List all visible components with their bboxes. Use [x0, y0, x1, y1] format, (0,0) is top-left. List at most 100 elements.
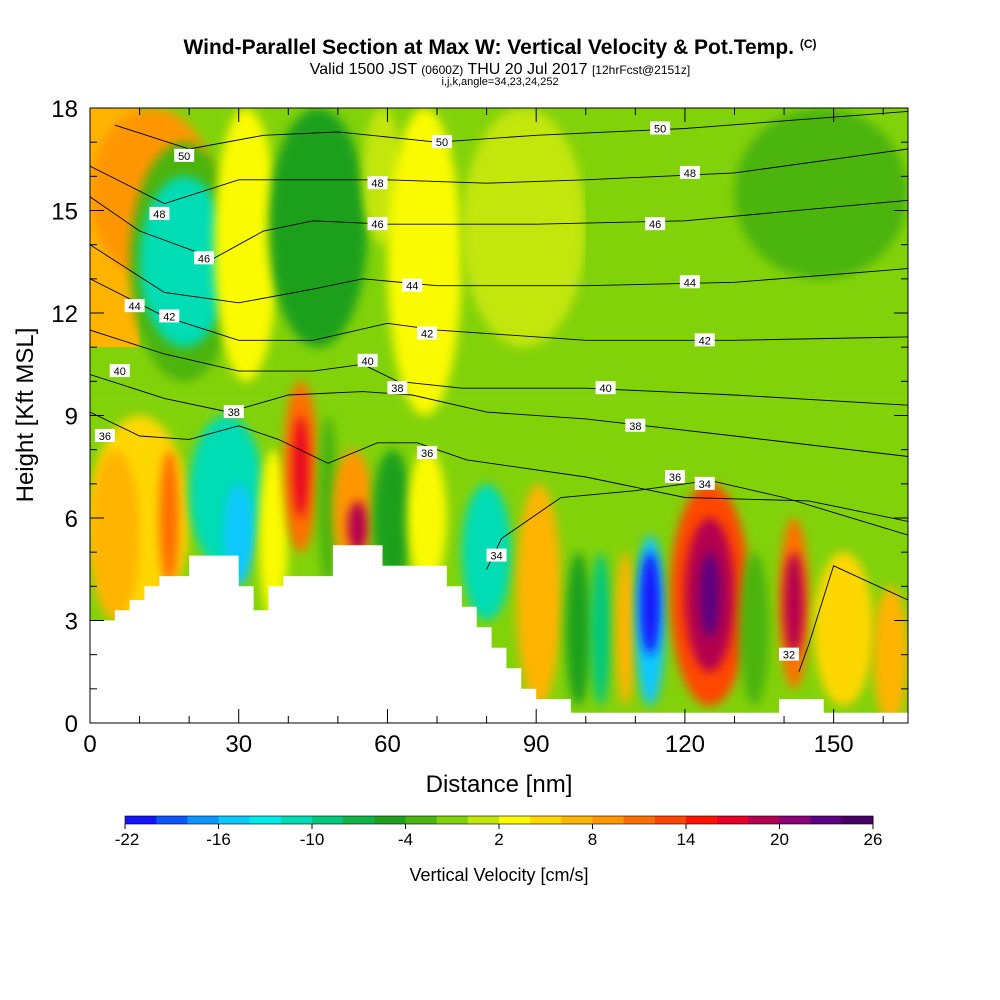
- velocity-cell: [318, 415, 338, 587]
- velocity-cell: [407, 449, 447, 587]
- colorbar-swatch: [841, 816, 874, 824]
- contour-label-text: 38: [629, 421, 641, 433]
- contour-label-bg: [625, 418, 646, 432]
- colorbar-swatch: [343, 816, 375, 824]
- contour-label-bg: [402, 278, 423, 292]
- colorbar-swatch: [467, 816, 500, 824]
- velocity-cell: [734, 108, 908, 279]
- contour-label-bg: [645, 217, 666, 231]
- contour-label-42: 42: [159, 309, 180, 323]
- contour-label-bg: [149, 206, 170, 220]
- terrain-profile: [90, 545, 908, 723]
- colorbar-swatch: [187, 816, 219, 824]
- velocity-cell: [739, 552, 770, 706]
- y-tick-label: 6: [65, 506, 78, 533]
- velocity-cell: [590, 552, 611, 706]
- contour-label-text: 40: [114, 366, 126, 378]
- velocity-cell: [615, 552, 636, 706]
- contour-label-text: 40: [599, 383, 611, 395]
- contour-label-36: 36: [417, 446, 438, 460]
- theta-contour-32: [798, 565, 908, 672]
- contour-label-48: 48: [149, 206, 170, 221]
- velocity-cell: [699, 552, 720, 638]
- velocity-cell: [813, 552, 874, 706]
- colorbar-swatch: [530, 816, 562, 824]
- contour-label-42: 42: [417, 326, 438, 341]
- chart-subtitle: Valid 1500 JST (0600Z) THU 20 Jul 2017 […: [309, 61, 691, 78]
- x-tick-label: 150: [814, 731, 854, 758]
- theta-contour-46: [90, 196, 908, 259]
- contour-label-text: 46: [371, 219, 383, 231]
- contour-label-36: 36: [94, 429, 115, 443]
- contour-label-text: 44: [406, 281, 418, 293]
- contour-label-bg: [431, 135, 452, 149]
- contour-label-text: 36: [99, 431, 111, 443]
- velocity-cell: [516, 483, 561, 706]
- contour-label-bg: [679, 165, 700, 179]
- contour-label-text: 50: [436, 137, 448, 149]
- theta-contour-40: [90, 329, 908, 406]
- x-tick-label: 60: [374, 731, 401, 758]
- colorbar-swatch: [623, 816, 656, 824]
- velocity-cell: [258, 449, 289, 621]
- y-tick-label: 12: [51, 301, 78, 328]
- x-tick-label: 120: [665, 731, 705, 758]
- contour-label-bg: [679, 275, 700, 289]
- contour-label-bg: [387, 381, 408, 395]
- terrain-mask: [90, 545, 908, 723]
- colorbar-swatch: [654, 816, 687, 824]
- contour-label-32: 32: [779, 647, 800, 662]
- contour-label-46: 46: [194, 251, 215, 265]
- y-tick-label: 18: [51, 96, 78, 123]
- contour-label-bg: [650, 121, 671, 135]
- contour-label-42: 42: [694, 333, 715, 347]
- velocity-cell: [347, 500, 368, 553]
- chart-title: Wind-Parallel Section at Max W: Vertical…: [183, 36, 817, 59]
- contour-label-50: 50: [431, 135, 452, 149]
- colorbar-swatch: [374, 816, 406, 824]
- contour-label-text: 44: [128, 301, 140, 313]
- contour-label-text: 34: [699, 479, 711, 491]
- colorbar-swatch: [561, 816, 593, 824]
- velocity-cell: [159, 449, 180, 587]
- contour-label-text: 34: [490, 551, 502, 563]
- contour-label-bg: [694, 476, 715, 490]
- chart-info: i,j,k,angle=34,23,24,252: [441, 76, 559, 88]
- velocity-cell: [784, 552, 804, 655]
- colorbar-swatch: [717, 816, 749, 824]
- colorbar-swatch: [748, 816, 780, 824]
- contour-label-bg: [664, 470, 685, 483]
- colorbar-tick-label: -22: [115, 830, 140, 849]
- contour-label-44: 44: [679, 275, 700, 289]
- colorbar-swatch: [436, 816, 469, 824]
- contour-label-50: 50: [174, 148, 195, 163]
- colorbar-swatch: [312, 816, 344, 824]
- contour-label-bg: [109, 364, 130, 378]
- colorbar-tick-label: -4: [398, 830, 413, 849]
- contour-label-bg: [694, 333, 715, 347]
- contour-label-34: 34: [486, 548, 507, 563]
- x-axis-label: Distance [nm]: [426, 771, 573, 798]
- contour-label-text: 36: [421, 448, 433, 460]
- contour-label-bg: [486, 548, 507, 562]
- contour-label-44: 44: [124, 299, 145, 313]
- colorbar-swatch: [499, 816, 531, 824]
- contour-label-bg: [779, 647, 800, 661]
- colorbar-swatch: [249, 816, 282, 824]
- contour-label-text: 46: [649, 219, 661, 231]
- colorbar-tick-label: -16: [206, 830, 231, 849]
- contour-label-38: 38: [223, 405, 244, 419]
- colorbar-swatch: [156, 816, 188, 824]
- contour-label-text: 42: [163, 311, 175, 323]
- contour-label-text: 38: [391, 383, 403, 395]
- theta-contour-36: [90, 411, 908, 522]
- velocity-cell: [90, 449, 140, 621]
- contour-label-40: 40: [595, 381, 616, 395]
- contour-label-bg: [159, 309, 180, 323]
- contour-label-48: 48: [679, 165, 700, 180]
- contour-label-text: 50: [654, 124, 666, 136]
- x-axis: 0 30 60 90 120 150: [83, 108, 884, 758]
- colorbar-tick-label: 20: [770, 830, 789, 849]
- contour-label-50: 50: [650, 121, 671, 136]
